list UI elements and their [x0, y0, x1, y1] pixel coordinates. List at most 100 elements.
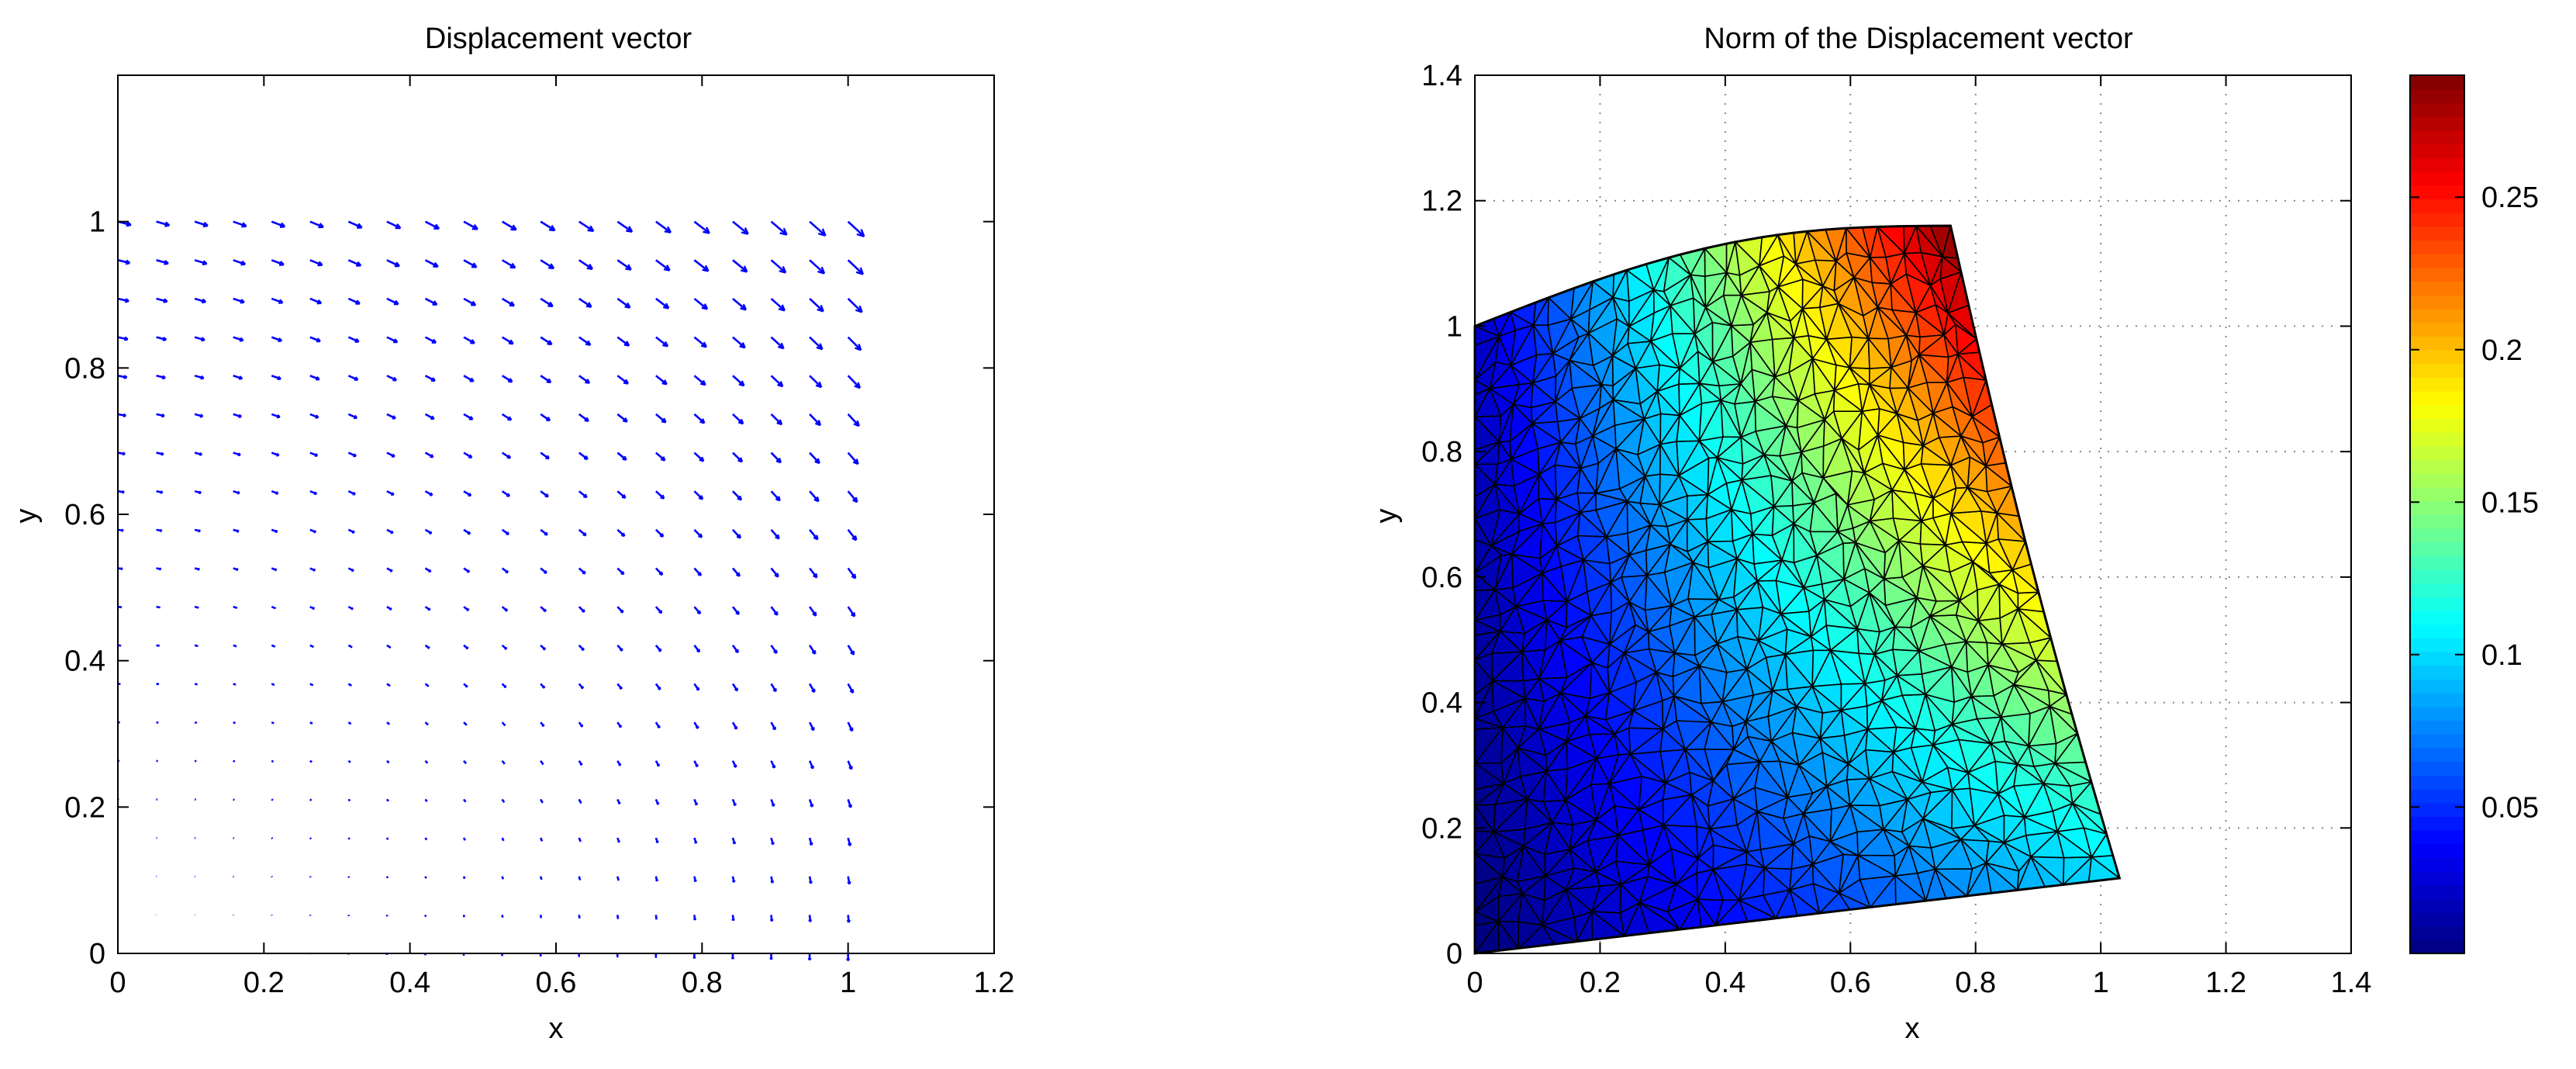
quiver-arrow: [233, 336, 244, 342]
quiver-arrow: [809, 645, 817, 655]
quiver-arrow: [424, 528, 433, 534]
quiver-arrow: [809, 336, 824, 351]
colorbar-step: [2410, 514, 2464, 529]
quiver-arrow: [194, 490, 202, 495]
colorbar-step: [2410, 431, 2464, 447]
colorbar-step: [2410, 720, 2464, 735]
quiver-arrow: [732, 528, 741, 539]
quiver-arrow: [770, 837, 775, 846]
norm-axes-box: [1474, 74, 2352, 954]
colorbar-step: [2410, 336, 2464, 351]
quiver-arrow: [501, 876, 505, 880]
norm-x-tick-label: 0: [1466, 967, 1483, 999]
quiver-arrow: [233, 490, 240, 495]
quiver-arrow: [424, 220, 440, 230]
quiver-arrow: [501, 297, 515, 307]
quiver-arrow: [731, 645, 739, 654]
quiver-arrow: [847, 529, 858, 541]
quiver-arrow: [347, 798, 351, 802]
quiver-arrow: [424, 451, 434, 458]
quiver-arrow: [847, 375, 862, 389]
quiver-arrow: [463, 683, 468, 688]
quiver-arrow: [693, 837, 698, 844]
quiver-arrow: [540, 336, 553, 346]
quiver-arrow: [463, 644, 469, 650]
quiver-arrow: [770, 876, 775, 884]
quiver-arrow: [156, 220, 171, 227]
colorbar-tick-label: 0.2: [2481, 334, 2522, 367]
colorbar-step: [2410, 541, 2464, 556]
quiver-arrow: [616, 451, 627, 461]
quiver-arrow: [347, 567, 354, 572]
norm-mesh: [1473, 224, 2122, 955]
quiver-arrow: [693, 683, 700, 691]
quiver-arrow: [731, 606, 740, 615]
quiver-arrow: [847, 567, 857, 579]
quiver-arrow: [271, 451, 280, 457]
colorbar-step: [2410, 843, 2464, 858]
quiver-arrow: [501, 759, 506, 765]
quiver-arrow: [616, 837, 620, 843]
quiver-arrow: [117, 259, 131, 265]
colorbar-step: [2410, 267, 2464, 282]
colorbar-tick-label: 0.25: [2481, 182, 2539, 214]
quiver-arrow: [501, 451, 512, 459]
quiver-y-tick-label: 0.8: [64, 352, 105, 385]
quiver-arrow: [847, 259, 865, 275]
quiver-arrow: [731, 683, 739, 692]
quiver-arrow: [194, 567, 200, 571]
quiver-y-tick-label: 1: [89, 206, 105, 239]
colorbar-step: [2410, 212, 2464, 227]
quiver-arrow: [233, 567, 239, 571]
quiver-arrow: [693, 760, 699, 768]
quiver-arrow: [309, 528, 317, 534]
colorbar-step: [2410, 788, 2464, 804]
quiver-arrow: [539, 915, 543, 919]
quiver-arrow: [424, 759, 429, 764]
quiver-arrow: [616, 259, 632, 271]
quiver-arrow: [424, 876, 427, 879]
quiver-y-tick-label: 0.4: [64, 645, 105, 678]
quiver-arrow: [809, 375, 823, 389]
quiver-x-tick-label: 0: [109, 967, 126, 999]
quiver-arrow: [616, 683, 623, 690]
quiver-arrow: [770, 683, 777, 693]
colorbar-step: [2410, 75, 2464, 90]
norm-x-label: x: [1905, 1012, 1920, 1045]
quiver-arrow: [769, 953, 773, 960]
quiver-arrow: [194, 644, 199, 648]
quiver-arrow: [809, 298, 824, 313]
quiver-arrow: [808, 683, 816, 694]
quiver-arrow: [309, 259, 323, 267]
quiver-arrow: [233, 220, 247, 228]
quiver-arrow: [540, 451, 550, 460]
quiver-arrow: [770, 375, 784, 388]
norm-title: Norm of the Displacement vector: [1704, 22, 2133, 55]
quiver-arrow: [386, 644, 392, 649]
quiver-arrow: [692, 915, 697, 921]
quiver-arrow: [424, 375, 436, 382]
quiver-arrow: [347, 721, 352, 725]
quiver-arrow: [271, 490, 279, 495]
quiver-arrow: [731, 915, 735, 922]
quiver-arrow: [271, 528, 278, 533]
quiver-arrow: [540, 683, 546, 689]
quiver-arrow: [693, 490, 704, 500]
quiver-arrow: [578, 683, 585, 690]
quiver-arrow: [117, 451, 126, 456]
norm-y-tick-label: 0.6: [1421, 562, 1462, 594]
colorbar-step: [2410, 459, 2464, 474]
colorbar-step: [2410, 281, 2464, 296]
quiver-arrow: [654, 644, 662, 652]
quiver-arrow: [655, 259, 671, 272]
quiver-arrow: [156, 259, 169, 265]
quiver-arrow: [654, 876, 658, 882]
quiver-arrow: [809, 567, 818, 579]
quiver-arrow: [770, 606, 779, 616]
quiver-arrow: [847, 451, 859, 465]
norm-x-ticks: 0 0.2 0.4 0.6 0.8 1 1.2 1.4: [1466, 75, 2371, 999]
quiver-arrow: [847, 760, 853, 770]
norm-y-tick-label: 1.2: [1421, 185, 1462, 218]
quiver-arrow: [693, 413, 706, 424]
